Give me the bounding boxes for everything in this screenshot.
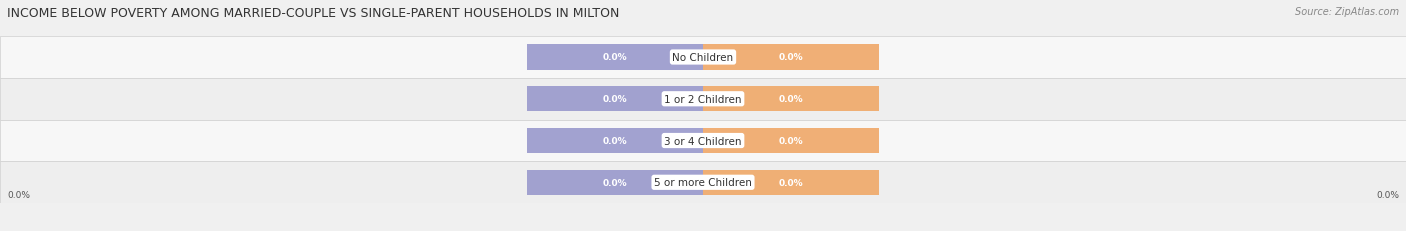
Bar	[527, 45, 703, 70]
Text: 0.0%: 0.0%	[779, 53, 803, 62]
Bar	[703, 170, 879, 195]
Text: 5 or more Children: 5 or more Children	[654, 177, 752, 188]
Text: 0.0%: 0.0%	[1376, 190, 1399, 199]
Text: No Children: No Children	[672, 53, 734, 63]
Bar	[703, 128, 879, 153]
Text: INCOME BELOW POVERTY AMONG MARRIED-COUPLE VS SINGLE-PARENT HOUSEHOLDS IN MILTON: INCOME BELOW POVERTY AMONG MARRIED-COUPL…	[7, 7, 620, 20]
Text: 0.0%: 0.0%	[779, 95, 803, 104]
Bar	[527, 170, 703, 195]
Bar	[0, 37, 1406, 79]
Text: 0.0%: 0.0%	[603, 53, 627, 62]
Bar	[527, 128, 703, 153]
Bar	[703, 87, 879, 112]
Text: 0.0%: 0.0%	[779, 137, 803, 145]
Text: Source: ZipAtlas.com: Source: ZipAtlas.com	[1295, 7, 1399, 17]
Bar	[0, 79, 1406, 120]
Text: 0.0%: 0.0%	[603, 137, 627, 145]
Text: 0.0%: 0.0%	[603, 95, 627, 104]
Text: 1 or 2 Children: 1 or 2 Children	[664, 94, 742, 104]
Bar	[527, 87, 703, 112]
Text: 0.0%: 0.0%	[603, 178, 627, 187]
Bar	[703, 45, 879, 70]
Text: 0.0%: 0.0%	[779, 178, 803, 187]
Bar	[0, 162, 1406, 203]
Text: 0.0%: 0.0%	[7, 190, 30, 199]
Text: 3 or 4 Children: 3 or 4 Children	[664, 136, 742, 146]
Bar	[0, 120, 1406, 162]
